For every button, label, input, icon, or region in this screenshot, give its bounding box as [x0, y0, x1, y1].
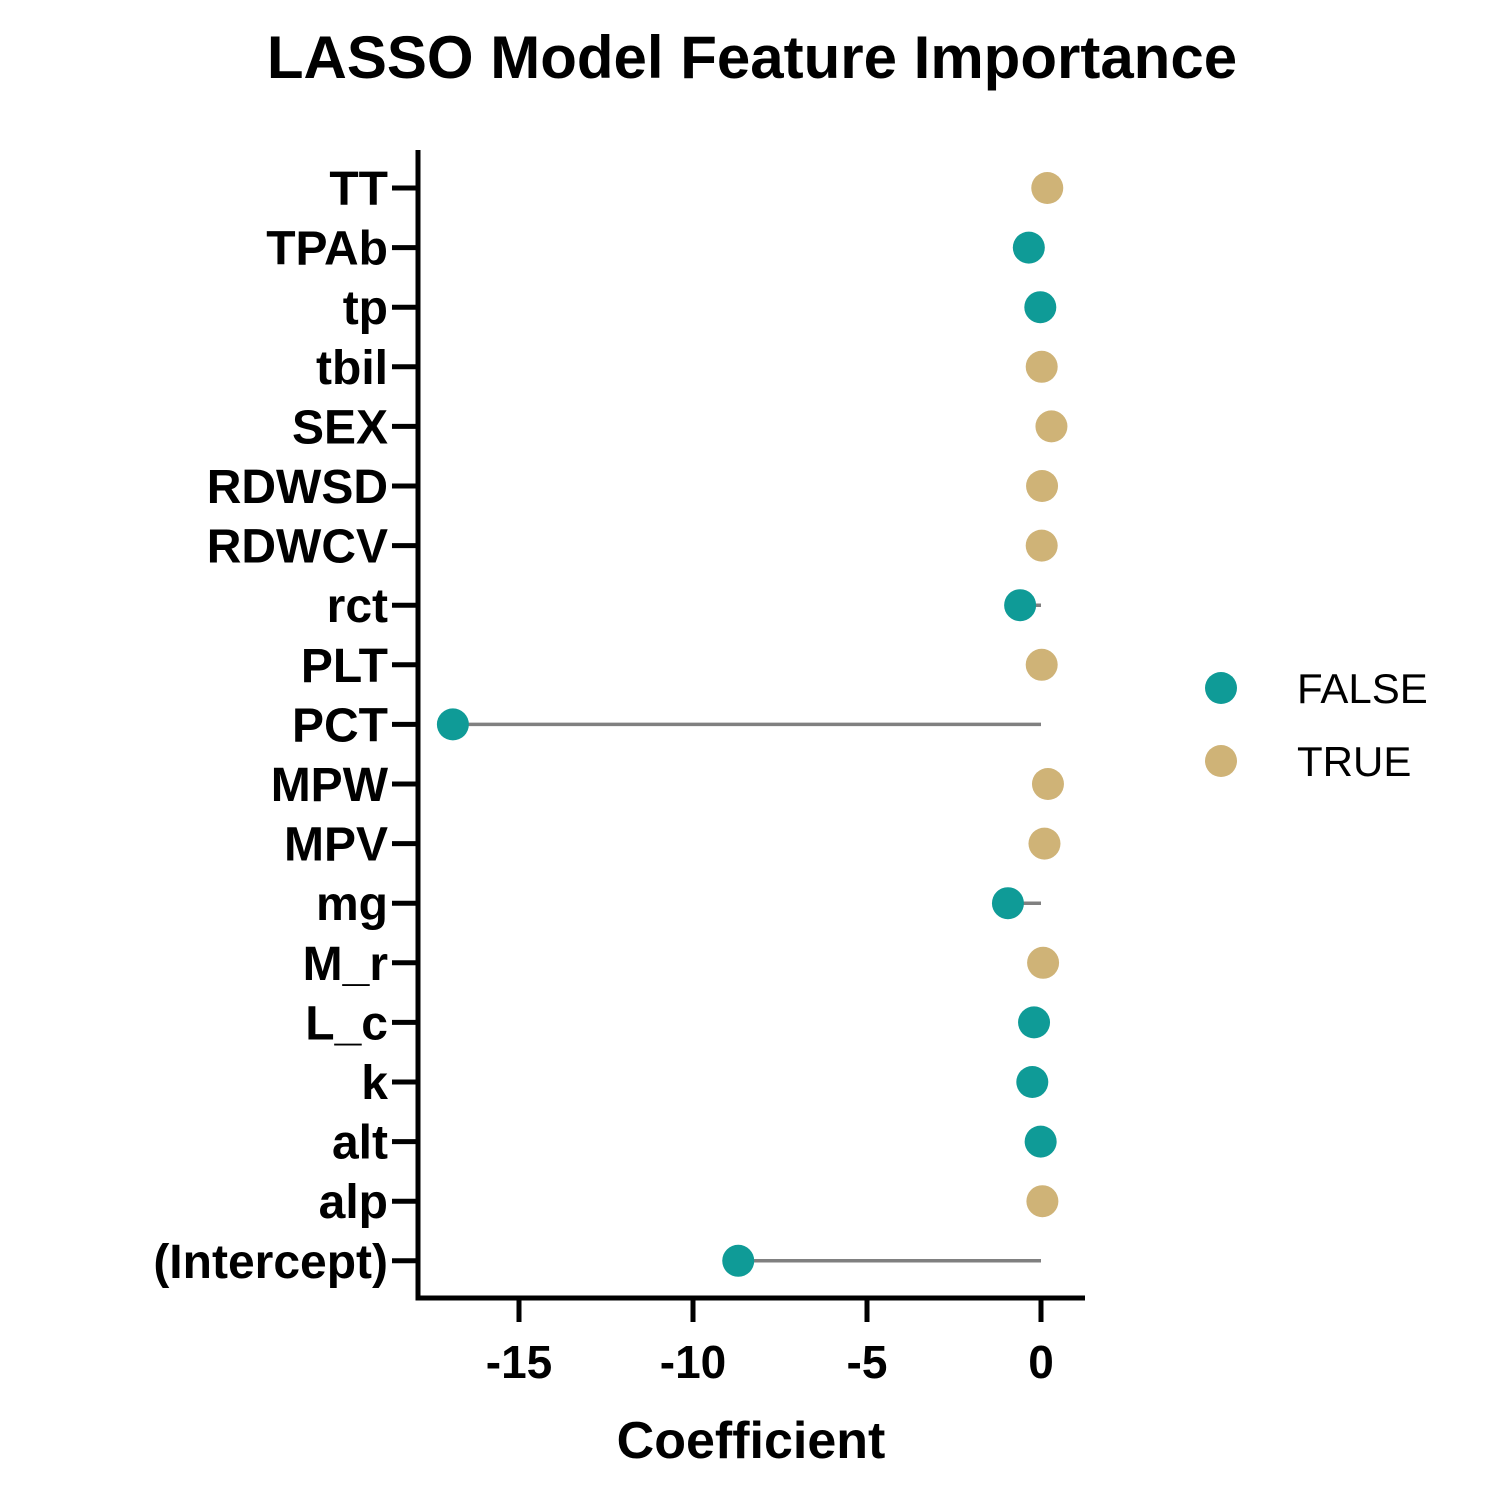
y-tick-label-intercept: (Intercept) [153, 1236, 388, 1289]
legend-label-false: FALSE [1297, 665, 1428, 712]
x-tick-label-2: -5 [847, 1336, 888, 1388]
y-tick-label-l-c: L_c [305, 997, 388, 1050]
y-tick-label-alt: alt [332, 1117, 388, 1170]
point-pct [436, 708, 469, 741]
y-tick-label-alp: alp [319, 1176, 388, 1229]
point-k [1016, 1066, 1049, 1098]
point-m-r [1027, 946, 1060, 979]
point-alp [1026, 1185, 1059, 1218]
point-rct [1004, 589, 1037, 622]
y-tick-label-rct: rct [327, 580, 388, 633]
point-tt [1031, 172, 1064, 204]
point-intercept [722, 1244, 755, 1277]
tick-labels: TT TPAb tp tbil SEX RDWSD RDWCV rct PLT PCT MPW MPV… [153, 163, 1053, 1388]
y-tick-label-rdwcv: RDWCV [207, 521, 388, 574]
point-sex [1035, 410, 1068, 443]
y-tick-label-pct: PCT [292, 699, 388, 752]
point-alt [1024, 1125, 1057, 1158]
point-l-c [1018, 1006, 1051, 1039]
legend-label-true: TRUE [1297, 738, 1411, 785]
y-tick-label-mg: mg [316, 878, 388, 931]
lollipop-stems [452, 186, 1052, 1263]
point-mpw [1031, 768, 1064, 800]
point-mpv [1028, 827, 1061, 860]
point-tbil [1025, 350, 1058, 383]
x-tick-label-1: -10 [660, 1336, 726, 1388]
point-plt [1025, 648, 1058, 681]
point-tpab [1012, 231, 1045, 264]
y-tick-label-mpv: MPV [284, 819, 388, 872]
y-tick-label-rdwsd: RDWSD [207, 461, 388, 514]
point-rdwcv [1025, 529, 1058, 562]
y-tick-label-plt: PLT [301, 640, 388, 693]
point-rdwsd [1026, 470, 1059, 502]
y-tick-label-k: k [361, 1057, 388, 1110]
y-tick-label-tt: TT [329, 163, 388, 216]
legend: FALSE TRUE [1205, 665, 1428, 785]
point-mg [991, 887, 1024, 920]
axes [392, 150, 1085, 1322]
lollipop-points [436, 172, 1068, 1277]
x-tick-label-3: 0 [1028, 1336, 1054, 1388]
x-tick-label-0: -15 [486, 1336, 552, 1388]
legend-key-false [1205, 672, 1237, 704]
y-tick-label-sex: SEX [292, 401, 388, 454]
y-tick-label-tp: tp [343, 282, 388, 335]
y-tick-label-m-r: M_r [303, 938, 388, 991]
legend-key-true [1205, 745, 1237, 777]
y-tick-label-tbil: tbil [316, 342, 388, 395]
chart-title: LASSO Model Feature Importance [267, 24, 1237, 91]
y-tick-label-mpw: MPW [271, 759, 389, 812]
y-tick-label-tpab: TPAb [266, 223, 388, 276]
point-tp [1024, 291, 1057, 324]
x-axis-label: Coefficient [617, 1412, 886, 1470]
